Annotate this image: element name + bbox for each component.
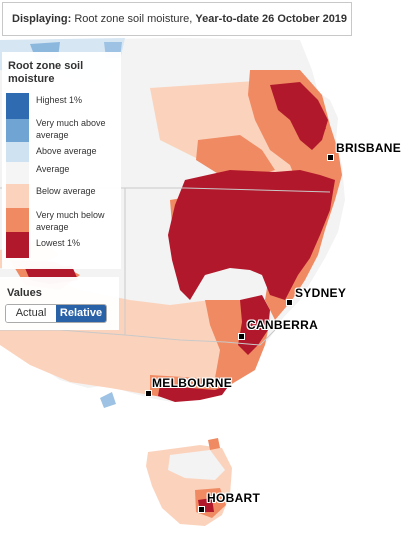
legend-swatch-average — [6, 162, 29, 184]
legend-swatch-below — [6, 184, 29, 208]
canberra-marker[interactable] — [238, 333, 245, 340]
relative-toggle-button[interactable]: Relative — [56, 305, 106, 322]
sydney-label: SYDNEY — [295, 286, 347, 300]
legend-label-average: Average — [36, 164, 70, 174]
legend-label-above: Above average — [36, 146, 97, 156]
melbourne-marker[interactable] — [145, 390, 152, 397]
legend-swatch-above — [6, 142, 29, 162]
display-prefix: Displaying: — [12, 13, 72, 25]
legend-label-lowest: Lowest 1% — [36, 238, 81, 248]
legend-swatch-very-much-above — [6, 119, 29, 142]
actual-toggle-button[interactable]: Actual — [6, 305, 56, 322]
brisbane-label: BRISBANE — [336, 141, 402, 155]
values-title: Values — [7, 287, 42, 299]
brisbane-marker[interactable] — [327, 154, 334, 161]
display-variable: Root zone soil moisture, — [74, 13, 193, 25]
display-period: Year-to-date 26 October 2019 — [195, 13, 348, 25]
canberra-label: CANBERRA — [247, 318, 319, 332]
values-panel: Values Actual Relative — [0, 277, 119, 330]
legend-swatch-highest — [6, 93, 29, 119]
display-info-bar: Displaying: Root zone soil moisture, Yea… — [2, 2, 352, 36]
legend-panel: Root zone soil moisture Highest 1% Very … — [2, 52, 121, 269]
melbourne-label: MELBOURNE — [152, 376, 233, 390]
legend-label-below: Below average — [36, 186, 96, 196]
legend-label-highest: Highest 1% — [36, 95, 83, 105]
values-toggle: Actual Relative — [5, 304, 107, 323]
legend-swatch-very-much-below — [6, 208, 29, 232]
legend-swatch-lowest — [6, 232, 29, 258]
hobart-marker[interactable] — [198, 506, 205, 513]
sydney-marker[interactable] — [286, 299, 293, 306]
legend-title: Root zone soil moisture — [8, 60, 84, 85]
legend-label-very-much-below: Very much below average — [36, 210, 105, 232]
hobart-label: HOBART — [207, 491, 261, 505]
legend-label-very-much-above: Very much above average — [36, 118, 106, 140]
